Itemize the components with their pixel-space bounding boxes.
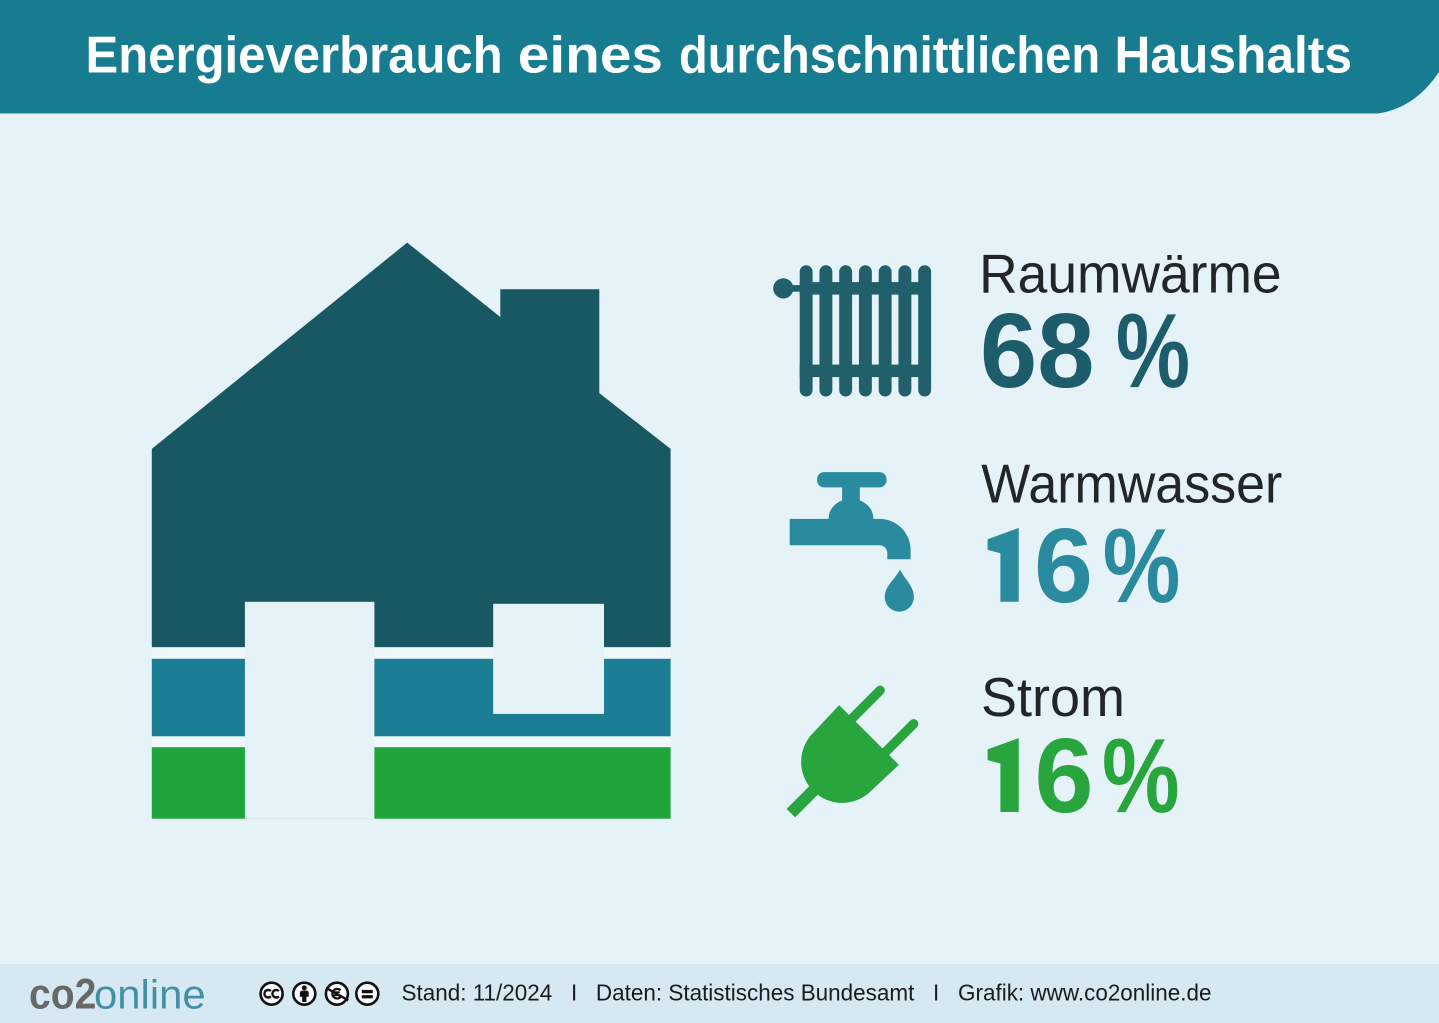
svg-text:6: 6 xyxy=(1034,507,1093,625)
svg-text:durchschnittlichen: durchschnittlichen xyxy=(679,27,1100,85)
svg-text:online: online xyxy=(94,972,206,1018)
svg-text:Stand: 11/2024 I Daten: St: Stand: 11/2024 I Daten: Statistisches Bu… xyxy=(402,980,1212,1006)
svg-text:%: % xyxy=(1116,292,1190,410)
svg-text:Warmwasser: Warmwasser xyxy=(981,453,1282,515)
svg-text:Strom: Strom xyxy=(981,666,1125,728)
svg-text:Energieverbrauch: Energieverbrauch xyxy=(86,27,503,85)
svg-text:co2: co2 xyxy=(29,971,96,1019)
svg-text:68: 68 xyxy=(980,292,1094,410)
svg-text:%: % xyxy=(1103,507,1181,625)
svg-text:%: % xyxy=(1102,717,1180,835)
svg-text:Raumwärme: Raumwärme xyxy=(979,243,1282,305)
svg-text:Haushalts: Haushalts xyxy=(1115,27,1353,85)
svg-text:6: 6 xyxy=(1035,717,1094,835)
svg-text:eines: eines xyxy=(518,27,663,85)
